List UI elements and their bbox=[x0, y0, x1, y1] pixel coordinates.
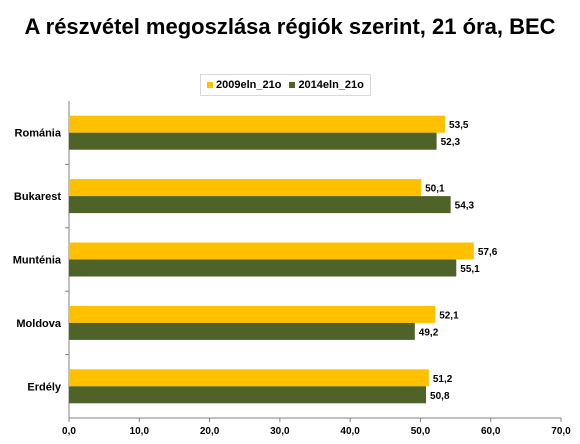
bar bbox=[69, 259, 457, 277]
data-label: 57,6 bbox=[478, 247, 498, 258]
legend-item-2014: 2014eln_21o bbox=[289, 79, 364, 91]
data-label: 50,1 bbox=[425, 184, 445, 195]
bar bbox=[69, 305, 436, 323]
bar bbox=[69, 242, 474, 260]
bar bbox=[69, 196, 451, 214]
x-tick-label: 60,0 bbox=[481, 426, 501, 437]
data-label: 54,3 bbox=[455, 201, 475, 212]
bar bbox=[69, 132, 437, 150]
category-label: Bukarest bbox=[14, 191, 61, 203]
x-tick-label: 40,0 bbox=[340, 426, 360, 437]
bar bbox=[69, 179, 422, 197]
data-label: 52,1 bbox=[439, 310, 459, 321]
x-tick-label: 70,0 bbox=[551, 426, 571, 437]
legend-label-2014: 2014eln_21o bbox=[298, 79, 364, 91]
data-label: 52,3 bbox=[441, 137, 461, 148]
category-label: Románia bbox=[15, 128, 62, 140]
legend-swatch-2014 bbox=[289, 82, 296, 88]
data-label: 51,2 bbox=[433, 374, 453, 385]
legend-swatch-2009 bbox=[207, 82, 213, 88]
bar bbox=[69, 369, 429, 387]
x-tick-label: 0,0 bbox=[62, 426, 76, 437]
x-tick-label: 20,0 bbox=[200, 426, 220, 437]
bar bbox=[69, 386, 427, 404]
data-label: 53,5 bbox=[449, 120, 469, 131]
category-label: Erdély bbox=[27, 381, 62, 393]
legend-label-2009: 2009eln_21o bbox=[216, 79, 282, 91]
bar bbox=[69, 115, 446, 133]
data-label: 55,1 bbox=[460, 264, 480, 275]
category-label: Moldova bbox=[16, 318, 61, 330]
legend-item-2009: 2009eln_21o bbox=[207, 79, 281, 91]
data-label: 50,8 bbox=[430, 391, 450, 402]
bar bbox=[69, 322, 415, 340]
chart-legend: 2009eln_21o 2014eln_21o bbox=[200, 74, 371, 96]
x-tick-label: 10,0 bbox=[130, 426, 150, 437]
x-tick-label: 30,0 bbox=[270, 426, 290, 437]
x-tick-label: 50,0 bbox=[411, 426, 431, 437]
chart-title: A részvétel megoszlása régiók szerint, 2… bbox=[24, 14, 556, 39]
data-label: 49,2 bbox=[419, 327, 439, 338]
category-label: Munténia bbox=[13, 255, 62, 267]
